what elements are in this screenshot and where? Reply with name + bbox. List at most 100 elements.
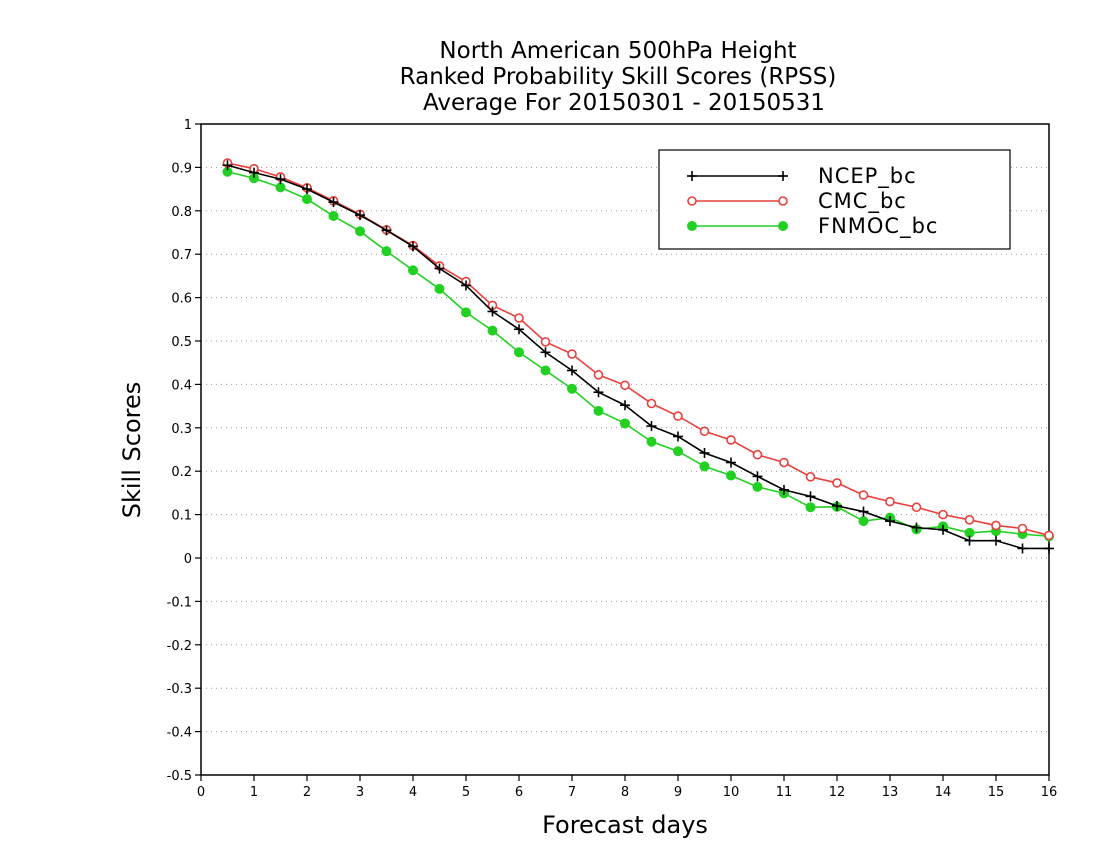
x-tick-label: 1 <box>250 785 258 800</box>
data-point <box>487 325 498 336</box>
data-point <box>275 174 286 185</box>
data-point <box>487 306 498 317</box>
data-point <box>593 405 604 416</box>
chart-title-line-3: Average For 20150301 - 20150531 <box>423 90 825 116</box>
x-tick-label: 14 <box>935 785 952 800</box>
series-line <box>227 164 1049 550</box>
data-point <box>381 246 392 257</box>
data-point <box>275 182 286 193</box>
data-point <box>911 522 922 533</box>
data-point <box>620 418 630 429</box>
data-point <box>540 337 551 347</box>
legend-item: FNMOC_bc <box>687 214 938 239</box>
data-point <box>302 184 312 195</box>
gridlines <box>201 166 1049 733</box>
data-point <box>646 398 657 409</box>
data-point <box>726 435 736 445</box>
data-point <box>434 263 445 274</box>
x-tick-label: 16 <box>1041 785 1058 800</box>
x-tick-label: 3 <box>356 785 364 800</box>
y-tick-label: 0 <box>184 552 192 567</box>
data-point <box>858 516 869 527</box>
y-tick-label: 0.5 <box>171 335 192 350</box>
data-point <box>964 515 975 525</box>
data-point <box>673 446 683 457</box>
legend-label: CMC_bc <box>818 189 907 214</box>
x-tick-label: 12 <box>829 785 846 800</box>
data-point <box>726 457 736 468</box>
data-point <box>964 535 975 546</box>
x-tick-label: 6 <box>515 785 523 800</box>
y-tick-label: 0.6 <box>171 292 192 307</box>
data-point <box>779 484 789 495</box>
data-point <box>540 347 551 358</box>
data-point <box>461 280 471 291</box>
x-axis-label: Forecast days <box>542 811 708 839</box>
data-point <box>805 491 816 502</box>
x-tick-label: 5 <box>462 785 470 800</box>
data-point <box>805 502 816 513</box>
legend-item: CMC_bc <box>687 189 907 214</box>
x-tick-label: 7 <box>568 785 576 800</box>
data-point <box>991 535 1001 546</box>
chart-title: North American 500hPa Height Ranked Prob… <box>400 38 837 116</box>
x-tick-label: 4 <box>409 785 417 800</box>
chart-title-line-2: Ranked Probability Skill Scores (RPSS) <box>400 64 837 90</box>
data-point <box>461 307 471 318</box>
data-point <box>1017 543 1028 554</box>
x-tick-label: 10 <box>723 785 740 800</box>
data-point <box>805 472 816 482</box>
data-point <box>673 431 683 442</box>
data-point <box>593 370 604 380</box>
y-tick-label: 0.8 <box>171 205 192 220</box>
data-point <box>687 196 697 206</box>
data-point <box>514 324 524 335</box>
x-tick-label: 9 <box>674 785 682 800</box>
data-point <box>938 509 948 520</box>
y-axis-label: Skill Scores <box>118 382 146 519</box>
data-point <box>726 470 736 481</box>
x-tick-label: 13 <box>882 785 899 800</box>
y-tick-label: -0.2 <box>167 639 192 654</box>
y-tick-label: -0.3 <box>167 682 192 697</box>
data-point <box>620 400 630 411</box>
data-point <box>328 211 339 222</box>
data-point <box>514 347 524 358</box>
data-point <box>699 447 710 458</box>
data-point <box>1044 543 1054 554</box>
data-point <box>540 365 551 376</box>
data-point <box>646 436 657 447</box>
data-point <box>832 478 842 488</box>
data-point <box>567 383 577 394</box>
x-tick-label: 0 <box>197 785 205 800</box>
series-lines <box>222 158 1054 554</box>
data-point <box>938 524 948 535</box>
data-point <box>1044 530 1054 541</box>
y-tick-label: 0.7 <box>171 248 192 263</box>
data-point <box>222 160 233 171</box>
data-point <box>567 365 577 376</box>
data-point <box>911 502 922 513</box>
y-tick-label: 0.4 <box>171 378 192 393</box>
data-point <box>779 457 789 468</box>
legend-label: FNMOC_bc <box>818 214 938 239</box>
data-point <box>778 221 788 231</box>
x-tick-label: 8 <box>621 785 629 800</box>
legend-box <box>658 149 1011 250</box>
data-point <box>699 461 710 472</box>
y-tick-label: -0.5 <box>167 769 192 784</box>
data-point <box>752 471 763 482</box>
y-tick-label: 1 <box>184 118 192 133</box>
data-point <box>355 210 365 221</box>
chart-title-line-1: North American 500hPa Height <box>439 38 796 64</box>
data-point <box>408 265 418 276</box>
y-tick-label: 0.9 <box>171 161 192 176</box>
y-tick-label: 0.2 <box>171 465 192 480</box>
data-point <box>1017 523 1028 534</box>
data-point <box>593 387 604 398</box>
x-tick-label: 11 <box>776 785 793 800</box>
axis-ticks: 1 0.9 0.8 0.7 0.6 0.5 0.4 0.3 0.2 0.1 0 -0.1 -0.2 -0.… <box>167 118 1058 800</box>
data-point <box>514 313 524 323</box>
